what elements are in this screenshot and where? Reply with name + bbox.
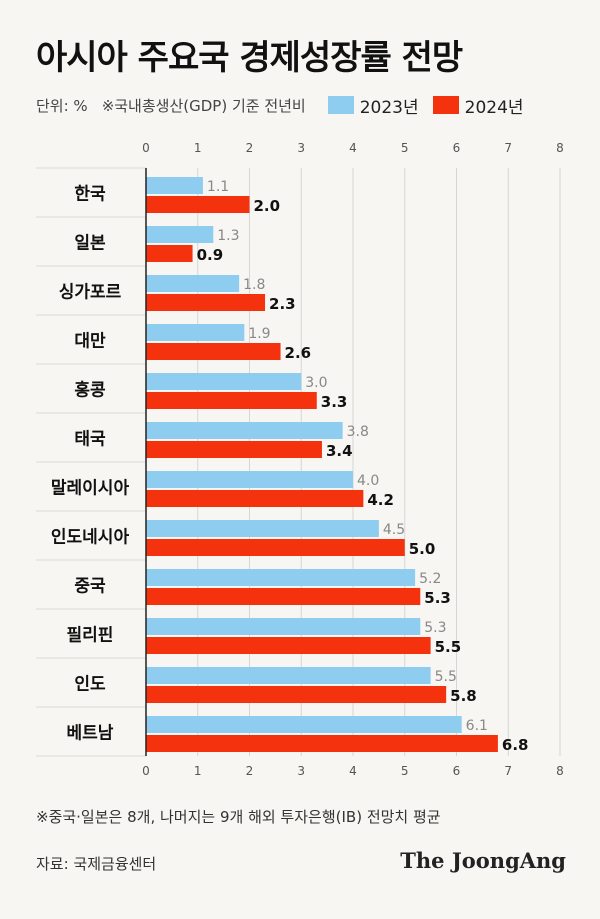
legend: 2023년 2024년: [327, 93, 538, 118]
bar-2024: [146, 588, 421, 605]
category-label: 싱가포르: [59, 283, 122, 303]
category-label: 중국: [74, 577, 106, 597]
publisher-logo: The JoongAng: [400, 848, 566, 873]
value-label-2024: 0.9: [197, 246, 224, 264]
value-label-2024: 2.6: [285, 344, 312, 362]
bar-2024: [146, 735, 498, 752]
value-label-2023: 1.8: [243, 277, 265, 293]
bar-2023: [146, 618, 421, 635]
x-tick-label-top: 7: [504, 141, 512, 155]
value-label-2024: 2.3: [269, 295, 296, 313]
x-tick-label-top: 4: [349, 141, 357, 155]
value-label-2023: 1.9: [248, 326, 270, 342]
x-tick-label-top: 5: [401, 141, 409, 155]
bar-2024: [146, 196, 250, 213]
value-label-2023: 5.5: [435, 669, 457, 685]
value-label-2024: 4.2: [367, 491, 394, 509]
bar-2023: [146, 667, 431, 684]
value-label-2024: 3.4: [326, 442, 353, 460]
bar-2023: [146, 569, 416, 586]
category-label: 일본: [74, 234, 106, 254]
value-label-2023: 5.2: [419, 571, 441, 587]
value-label-2023: 1.3: [217, 228, 239, 244]
legend-item-2024: 2024년: [432, 93, 524, 118]
value-label-2024: 5.5: [435, 638, 462, 656]
x-tick-label-top: 2: [246, 141, 254, 155]
x-tick-label-bottom: 5: [401, 764, 409, 778]
x-tick-label-bottom: 3: [297, 764, 305, 778]
category-label: 홍콩: [74, 380, 106, 401]
category-label: 필리핀: [67, 626, 114, 646]
category-label: 태국: [74, 430, 106, 450]
bar-2023: [146, 716, 462, 733]
x-tick-label-bottom: 8: [556, 764, 564, 778]
category-label: 대만: [74, 332, 106, 352]
value-label-2023: 4.5: [383, 522, 405, 538]
value-label-2024: 5.0: [409, 540, 436, 558]
x-tick-label-top: 8: [556, 141, 564, 155]
x-tick-label-bottom: 1: [194, 764, 202, 778]
bar-2024: [146, 245, 193, 262]
bar-2024: [146, 392, 317, 409]
subtitle-row: 단위: % ※국내총생산(GDP) 기준 전년비 2023년 2024년: [36, 92, 538, 118]
bar-2024: [146, 490, 364, 507]
category-label: 인도네시아: [51, 528, 130, 548]
category-label: 인도: [74, 675, 106, 695]
bar-2023: [146, 373, 302, 390]
legend-label-2024: 2024년: [464, 97, 524, 118]
value-label-2024: 5.3: [424, 589, 451, 607]
chart-title: 아시아 주요국 경제성장률 전망: [36, 38, 463, 78]
x-tick-label-top: 3: [297, 141, 305, 155]
bar-2023: [146, 275, 240, 292]
x-tick-label-bottom: 2: [246, 764, 254, 778]
x-tick-label-bottom: 6: [453, 764, 461, 778]
value-label-2023: 3.8: [347, 424, 369, 440]
bar-2024: [146, 294, 266, 311]
x-tick-label-bottom: 0: [142, 764, 150, 778]
footnote: ※중국·일본은 8개, 나머지는 9개 해외 투자은행(IB) 전망치 평균: [36, 808, 441, 826]
x-tick-label-top: 6: [453, 141, 461, 155]
category-label: 말레이시아: [51, 478, 130, 499]
bar-2024: [146, 637, 431, 654]
value-label-2024: 3.3: [321, 393, 348, 411]
bar-2024: [146, 441, 322, 458]
category-label: 베트남: [67, 724, 114, 744]
bar-2024: [146, 343, 281, 360]
bar-2023: [146, 422, 343, 439]
source-note: 자료: 국제금융센터: [36, 855, 157, 873]
value-label-2024: 6.8: [502, 736, 529, 754]
bar-2023: [146, 520, 379, 537]
value-label-2023: 4.0: [357, 473, 379, 489]
bar-2024: [146, 539, 405, 556]
unit-label: 단위: %: [36, 96, 88, 115]
value-label-2023: 5.3: [424, 620, 446, 636]
legend-swatch-2024: [432, 96, 459, 114]
value-label-2024: 5.8: [450, 687, 477, 705]
value-label-2023: 1.1: [207, 179, 229, 195]
x-tick-label-top: 0: [142, 141, 150, 155]
bar-2024: [146, 686, 447, 703]
legend-label-2023: 2023년: [359, 97, 419, 118]
bar-2023: [146, 226, 214, 243]
legend-swatch-2023: [327, 96, 354, 114]
category-label: 한국: [74, 185, 106, 205]
value-label-2024: 2.0: [254, 197, 281, 215]
x-tick-label-bottom: 7: [504, 764, 512, 778]
bar-2023: [146, 324, 245, 341]
bar-2023: [146, 177, 203, 194]
value-label-2023: 6.1: [466, 718, 488, 734]
bar-2023: [146, 471, 353, 488]
x-tick-label-bottom: 4: [349, 764, 357, 778]
legend-item-2023: 2023년: [327, 93, 419, 118]
value-label-2023: 3.0: [305, 375, 327, 391]
x-tick-label-top: 1: [194, 141, 202, 155]
basis-note: ※국내총생산(GDP) 기준 전년비: [101, 96, 306, 115]
